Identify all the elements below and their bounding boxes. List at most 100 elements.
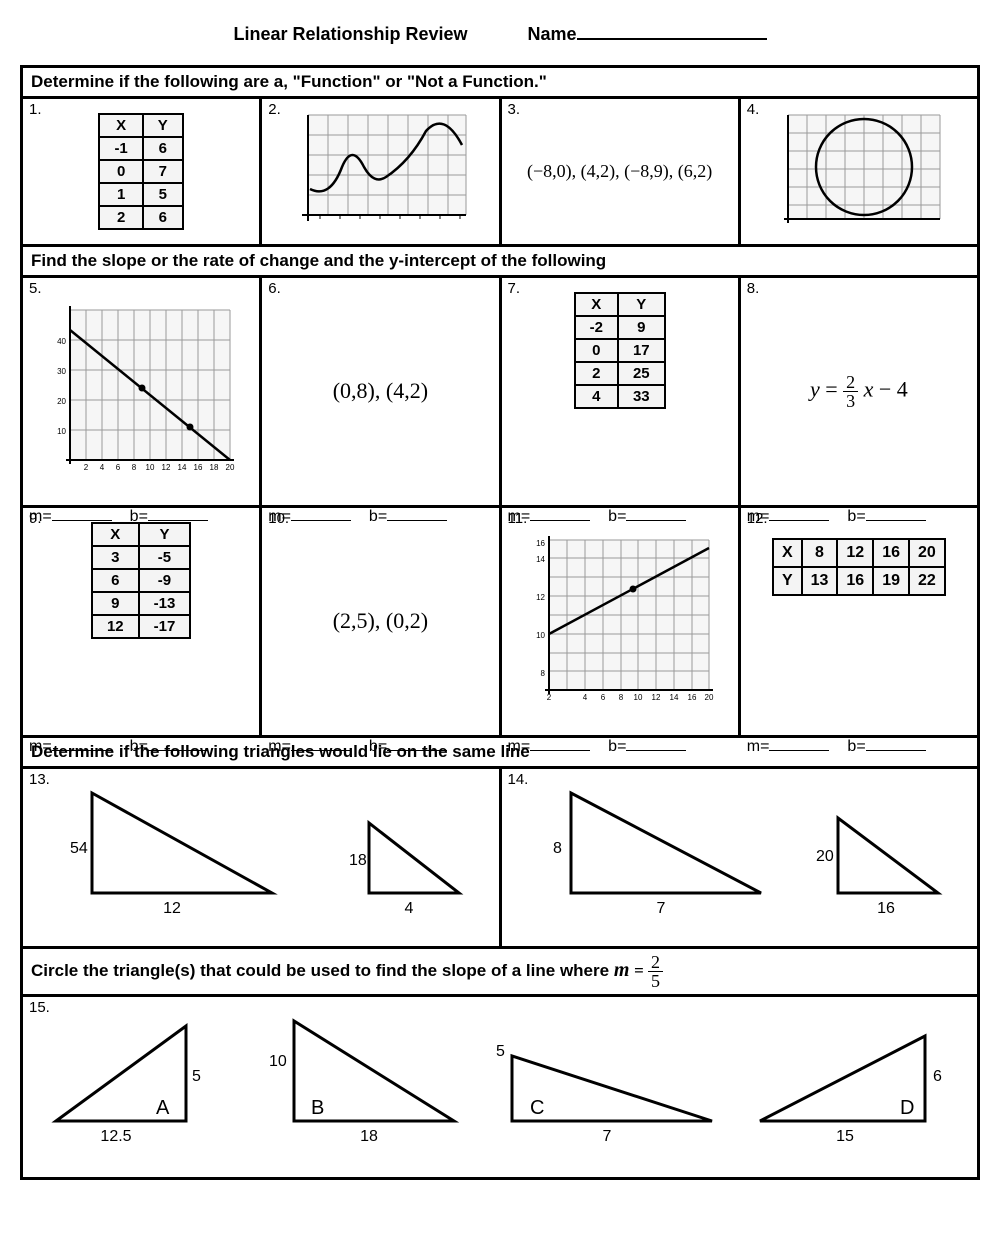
name-blank[interactable]: [577, 20, 767, 40]
q15-triD: 6 D 15: [745, 1006, 965, 1151]
q12-num: 12.: [747, 510, 768, 527]
q5-cell: 5. 10203040 2468101214161820 m=b=: [23, 278, 262, 508]
svg-text:40: 40: [57, 337, 66, 346]
svg-text:12: 12: [163, 900, 181, 917]
svg-text:20: 20: [816, 848, 834, 865]
svg-text:6: 6: [933, 1068, 942, 1085]
name-label: Name: [528, 20, 767, 45]
q1-hx: X: [99, 114, 142, 137]
q8-num: 8.: [747, 280, 760, 297]
q7-table: XY -29 017 225 433: [574, 292, 666, 409]
section4-row: 15. 5 A 12.5 10 B 18 5 C: [23, 997, 977, 1177]
q14-cell: 14. 8 7 20 16: [502, 769, 978, 949]
q8-cell: 8. y = 23 x − 4 m=b=: [741, 278, 977, 508]
svg-text:4: 4: [582, 693, 587, 702]
svg-text:A: A: [156, 1097, 170, 1119]
q5-num: 5.: [29, 280, 42, 297]
q4-cell: 4.: [741, 99, 977, 247]
q3-cell: 3. (−8,0), (4,2), (−8,9), (6,2): [502, 99, 741, 247]
svg-text:18: 18: [360, 1128, 378, 1145]
svg-text:20: 20: [704, 693, 713, 702]
q15-triC: 5 C 7: [482, 1006, 732, 1151]
svg-text:4: 4: [100, 463, 105, 472]
q15-num: 15.: [29, 999, 50, 1016]
section2-title: Find the slope or the rate of change and…: [23, 247, 977, 278]
svg-text:6: 6: [116, 463, 121, 472]
section2-row1: 5. 10203040 2468101214161820 m=b=: [23, 278, 977, 508]
svg-text:18: 18: [210, 463, 219, 472]
svg-text:8: 8: [618, 693, 623, 702]
svg-text:16: 16: [687, 693, 696, 702]
q8-equation: y = 23 x − 4: [810, 373, 908, 410]
section1-title: Determine if the following are a, "Funct…: [23, 68, 977, 99]
q15-cell: 15. 5 A 12.5 10 B 18 5 C: [23, 997, 977, 1177]
svg-text:12.5: 12.5: [100, 1128, 131, 1145]
svg-text:5: 5: [192, 1068, 201, 1085]
q2-graph: [290, 111, 470, 231]
svg-text:7: 7: [656, 900, 665, 917]
svg-text:14: 14: [178, 463, 187, 472]
svg-text:12: 12: [651, 693, 660, 702]
q10-text: (2,5), (0,2): [333, 608, 428, 634]
svg-text:8: 8: [540, 669, 545, 678]
svg-text:10: 10: [269, 1053, 287, 1070]
q7-cell: 7. XY -29 017 225 433 m=b=: [502, 278, 741, 508]
q9-cell: 9. XY 3-5 6-9 9-13 12-17 m=b=: [23, 508, 262, 738]
q12-cell: 12. X8121620 Y13161922 m=b=: [741, 508, 977, 738]
svg-text:C: C: [530, 1097, 544, 1119]
q6-text: (0,8), (4,2): [333, 378, 428, 404]
q13-cell: 13. 54 12 18 4: [23, 769, 502, 949]
q6-cell: 6. (0,8), (4,2) m=b=: [262, 278, 501, 508]
q10-cell: 10. (2,5), (0,2) m=b=: [262, 508, 501, 738]
q11-cell: 11. 810121416 24681012141620 m=b=: [502, 508, 741, 738]
svg-text:10: 10: [146, 463, 155, 472]
q4-num: 4.: [747, 101, 760, 118]
q11-graph: 8 10 12 14 16 2 4 6 8 10 12 14 16 20: [525, 536, 715, 706]
q1-table: XY -16 07 15 26: [98, 113, 183, 230]
svg-text:4: 4: [405, 900, 414, 917]
svg-text:6: 6: [600, 693, 605, 702]
q3-num: 3.: [508, 101, 521, 118]
svg-text:10: 10: [536, 631, 545, 640]
svg-text:12: 12: [536, 593, 545, 602]
q13-num: 13.: [29, 771, 50, 788]
q2-num: 2.: [268, 101, 281, 118]
svg-text:10: 10: [633, 693, 642, 702]
q12-table: X8121620 Y13161922: [772, 538, 946, 596]
section3-row: 13. 54 12 18 4 14. 8 7: [23, 769, 977, 949]
svg-text:20: 20: [226, 463, 235, 472]
q5-graph: 10 20 30 40 2 4 6 8 10 12 14 16 18 20: [46, 306, 236, 476]
svg-text:10: 10: [57, 427, 66, 436]
worksheet-header: Linear Relationship Review Name: [20, 20, 980, 45]
svg-text:14: 14: [536, 555, 545, 564]
q3-text: (−8,0), (4,2), (−8,9), (6,2): [527, 161, 712, 182]
q6-num: 6.: [268, 280, 281, 297]
q7-num: 7.: [508, 280, 521, 297]
svg-text:8: 8: [553, 840, 562, 857]
svg-text:18: 18: [349, 852, 367, 869]
q10-num: 10.: [268, 510, 289, 527]
section4-title: Circle the triangle(s) that could be use…: [23, 949, 977, 997]
worksheet-title: Linear Relationship Review: [233, 24, 467, 45]
q2-cell: 2.: [262, 99, 501, 247]
section2-row2: 9. XY 3-5 6-9 9-13 12-17 m=b= 10. (2,5),…: [23, 508, 977, 738]
svg-text:14: 14: [669, 693, 678, 702]
q14-tri2: 20 16: [808, 783, 958, 923]
svg-text:2: 2: [84, 463, 89, 472]
q4-graph: [774, 111, 944, 231]
q14-num: 14.: [508, 771, 529, 788]
svg-text:16: 16: [536, 539, 545, 548]
svg-text:16: 16: [194, 463, 203, 472]
svg-text:30: 30: [57, 367, 66, 376]
svg-text:20: 20: [57, 397, 66, 406]
svg-text:12: 12: [162, 463, 171, 472]
section1-row: 1. XY -16 07 15 26 2.: [23, 99, 977, 247]
svg-text:8: 8: [132, 463, 137, 472]
q14-tri1: 8 7: [521, 783, 781, 923]
q1-hy: Y: [143, 114, 183, 137]
svg-text:15: 15: [836, 1128, 854, 1145]
q9-num: 9.: [29, 510, 42, 527]
svg-text:54: 54: [70, 840, 88, 857]
q13-tri1: 54 12: [52, 783, 292, 923]
svg-text:2: 2: [546, 693, 551, 702]
